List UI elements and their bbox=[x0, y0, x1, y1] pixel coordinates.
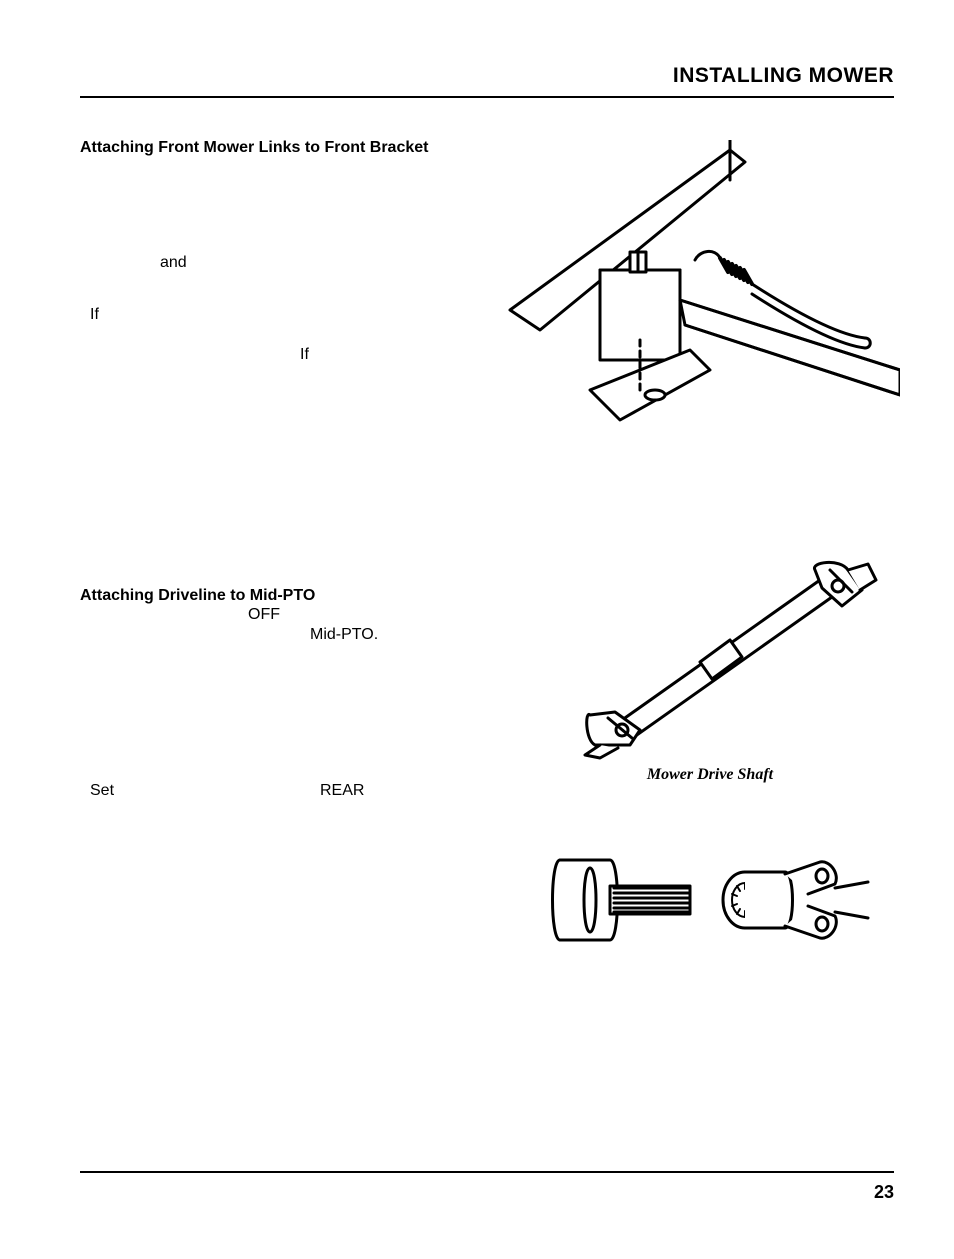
body-text-fragment: Set bbox=[90, 782, 114, 800]
body-text-fragment: OFF bbox=[248, 606, 280, 624]
front-bracket-svg bbox=[500, 140, 900, 440]
body-text-fragment: If bbox=[300, 346, 309, 364]
page-title: INSTALLING MOWER bbox=[673, 64, 894, 88]
figure-front-bracket bbox=[500, 140, 900, 440]
document-page: INSTALLING MOWER Attaching Front Mower L… bbox=[0, 0, 954, 1259]
body-text-fragment: and bbox=[160, 254, 187, 272]
left-column: Attaching Front Mower Links to Front Bra… bbox=[80, 120, 480, 1159]
footer-rule bbox=[80, 1171, 894, 1173]
header-rule bbox=[80, 96, 894, 98]
body-text-fragment: Mid-PTO. bbox=[310, 626, 378, 644]
content-area: Attaching Front Mower Links to Front Bra… bbox=[80, 120, 894, 1159]
section-heading-driveline: Attaching Driveline to Mid-PTO bbox=[80, 586, 440, 607]
figure-shaft-coupling bbox=[550, 840, 870, 960]
section-heading-front-links: Attaching Front Mower Links to Front Bra… bbox=[80, 138, 440, 159]
right-column: Mower Drive Shaft bbox=[500, 120, 894, 1159]
page-number: 23 bbox=[874, 1182, 894, 1203]
figure-drive-shaft: Mower Drive Shaft bbox=[530, 540, 890, 784]
shaft-coupling-svg bbox=[550, 840, 870, 960]
body-text-fragment: If bbox=[90, 306, 99, 324]
figure-caption-drive-shaft: Mower Drive Shaft bbox=[530, 766, 890, 784]
body-text-fragment: REAR bbox=[320, 782, 364, 800]
drive-shaft-svg bbox=[530, 540, 890, 760]
